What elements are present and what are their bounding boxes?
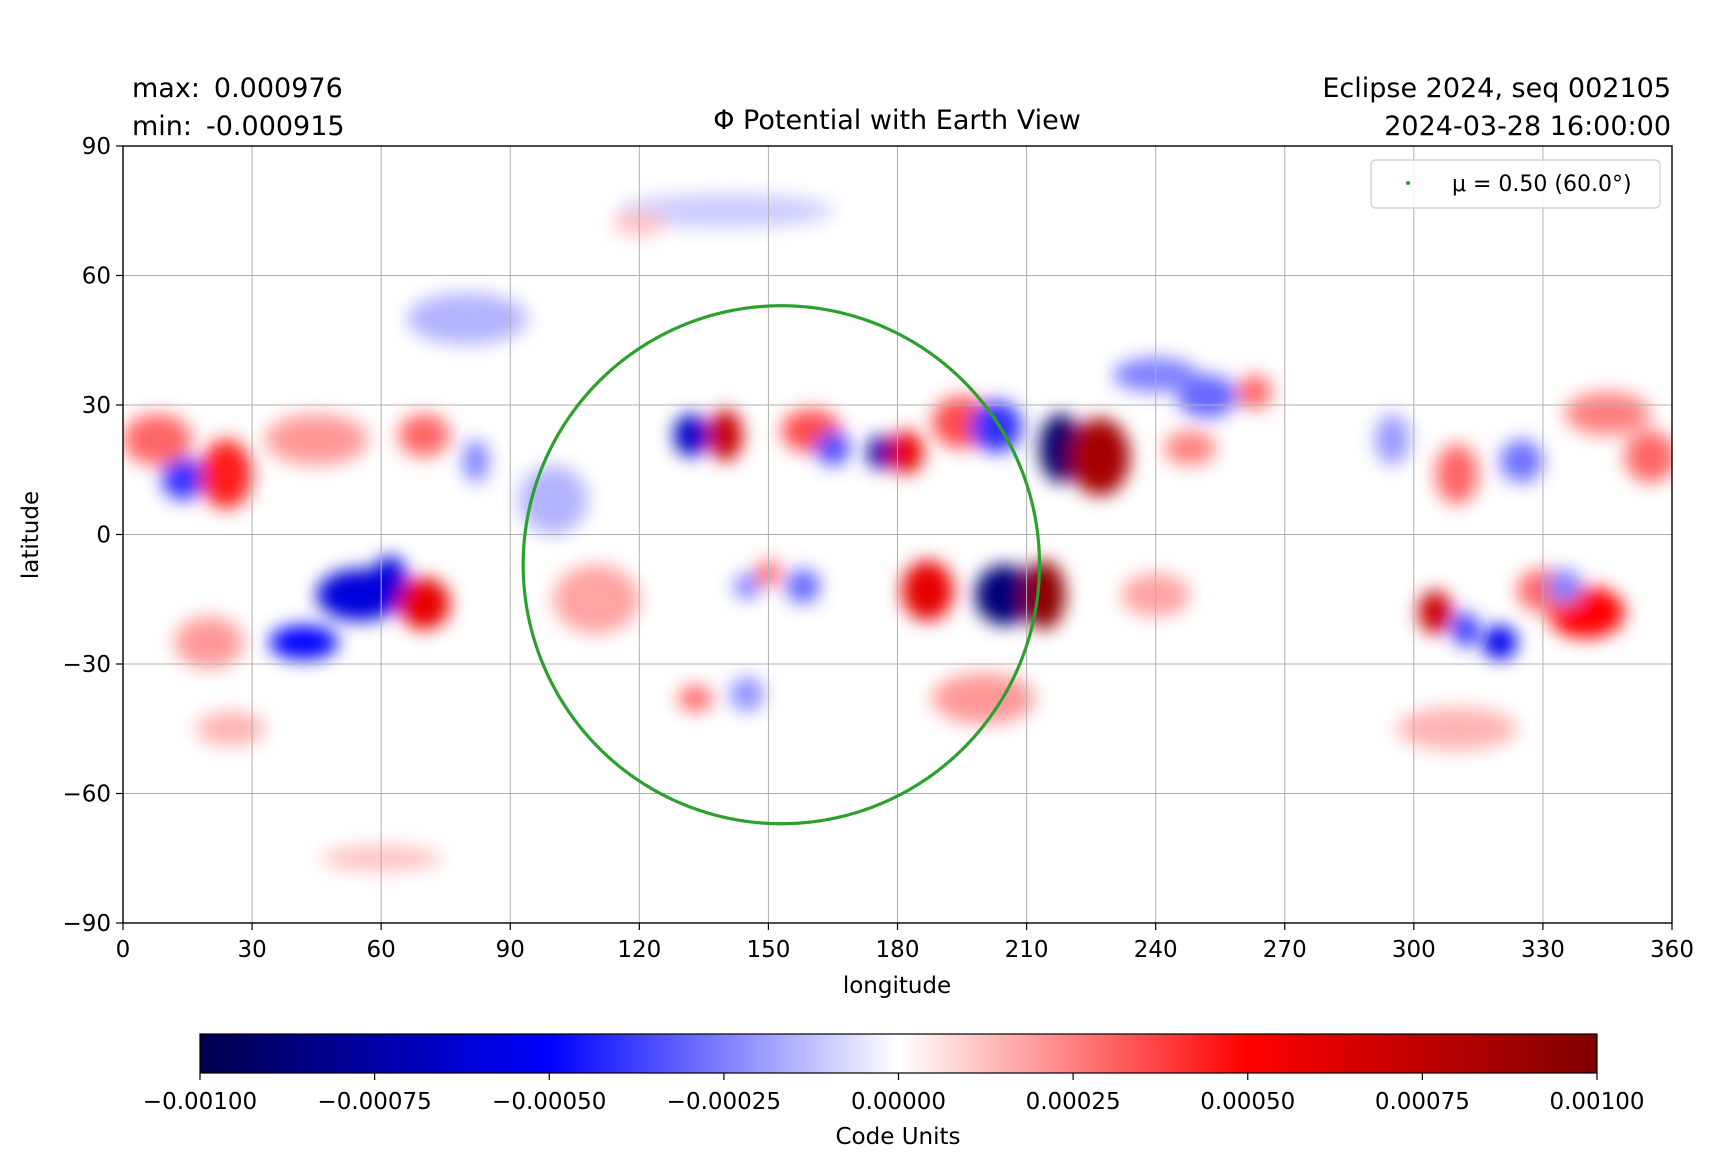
x-tick-label-1: 30 bbox=[237, 937, 266, 963]
heatmap-region-51 bbox=[1396, 707, 1518, 751]
colorbar-tick-label-3: −0.00025 bbox=[667, 1089, 781, 1115]
x-tick-label-11: 330 bbox=[1521, 937, 1565, 963]
y-tick-label-2: −30 bbox=[62, 652, 111, 678]
x-tick-label-0: 0 bbox=[116, 937, 131, 963]
heatmap-region-3 bbox=[1022, 560, 1066, 630]
heatmap-region-47 bbox=[174, 616, 244, 669]
heatmap-region-43 bbox=[931, 672, 1036, 725]
heatmap-region-12 bbox=[970, 400, 1023, 453]
heatmap-region-1 bbox=[1069, 417, 1130, 496]
max-label: max: 0.000976 bbox=[132, 73, 343, 104]
heatmap-region-46 bbox=[518, 465, 588, 535]
colorbar-tick-label-6: 0.00050 bbox=[1200, 1089, 1295, 1115]
x-axis: 0 30 60 90 120 150 180 210 240 270 300 330 360 bbox=[116, 923, 1694, 963]
x-tick-label-4: 120 bbox=[617, 937, 661, 963]
heatmap-region-29 bbox=[1564, 392, 1651, 436]
colorbar-tick-label-2: −0.00050 bbox=[492, 1089, 606, 1115]
heatmap-region-41 bbox=[678, 685, 713, 712]
colorbar-tick-label-8: 0.00100 bbox=[1549, 1089, 1644, 1115]
heatmap-region-37 bbox=[1164, 430, 1216, 466]
y-tick-label-5: 60 bbox=[82, 264, 111, 290]
colorbar-tick-label-4: 0.00000 bbox=[851, 1089, 946, 1115]
run-label: Eclipse 2024, seq 002105 bbox=[1322, 73, 1671, 104]
heatmap-region-7 bbox=[708, 409, 743, 462]
legend-box bbox=[1370, 159, 1661, 209]
y-axis: −90 −60 −30 0 30 60 90 bbox=[62, 134, 123, 937]
heatmap-region-33 bbox=[1375, 413, 1410, 466]
heatmap-region-34 bbox=[1237, 374, 1272, 410]
heatmap-region-42 bbox=[729, 676, 765, 712]
colorbar-tick-label-5: 0.00025 bbox=[1026, 1089, 1121, 1115]
chart-title: Φ Potential with Earth View bbox=[713, 105, 1081, 136]
heatmap-region-6 bbox=[888, 430, 924, 475]
heatmap-region-10 bbox=[815, 430, 851, 466]
colorbar-gradient bbox=[199, 1033, 1598, 1074]
heatmap-region-48 bbox=[406, 292, 528, 345]
earth-view-series bbox=[521, 304, 1042, 826]
heatmap-region-24 bbox=[1482, 625, 1518, 660]
legend: μ = 0.50 (60.0°) bbox=[1370, 159, 1661, 209]
heatmap-region-45 bbox=[553, 564, 640, 634]
heatmap-region-17 bbox=[161, 456, 205, 500]
colorbar-ticks: −0.00100 −0.00075 −0.00050 −0.00025 0.00000 0… bbox=[143, 1073, 1645, 1115]
heatmap-region-2 bbox=[974, 564, 1036, 626]
heatmap-region-14 bbox=[269, 625, 339, 660]
heatmap-region-18 bbox=[200, 439, 253, 509]
heatmap-region-35 bbox=[1177, 374, 1238, 418]
heatmap-region-22 bbox=[462, 439, 489, 483]
x-tick-label-12: 360 bbox=[1650, 937, 1694, 963]
heatmap-region-16 bbox=[398, 577, 451, 630]
heatmap-region-28 bbox=[1547, 569, 1582, 604]
timestamp: 2024-03-28 16:00:00 bbox=[1384, 111, 1671, 142]
x-tick-label-2: 60 bbox=[367, 937, 396, 963]
heatmap-region-20 bbox=[264, 413, 369, 466]
colorbar-tick-label-0: −0.00100 bbox=[143, 1089, 257, 1115]
x-tick-label-8: 240 bbox=[1134, 937, 1178, 963]
heatmap-region-40 bbox=[733, 573, 760, 600]
colorbar-tick-label-1: −0.00075 bbox=[317, 1089, 431, 1115]
heatmap-region-25 bbox=[1452, 612, 1479, 647]
heatmap-layer bbox=[123, 193, 1672, 872]
heatmap-region-50 bbox=[196, 711, 265, 747]
x-tick-label-6: 180 bbox=[876, 937, 920, 963]
x-axis-label: longitude bbox=[843, 973, 951, 999]
heatmap-region-5 bbox=[867, 435, 894, 470]
x-tick-label-10: 300 bbox=[1392, 937, 1436, 963]
heatmap-region-32 bbox=[1624, 430, 1672, 483]
x-tick-label-3: 90 bbox=[496, 937, 525, 963]
grid-lines bbox=[123, 146, 1672, 923]
y-tick-label-6: 90 bbox=[82, 134, 111, 160]
heatmap-region-30 bbox=[1435, 443, 1479, 505]
heatmap-region-8 bbox=[673, 413, 709, 457]
colorbar-tick-label-7: 0.00075 bbox=[1375, 1089, 1470, 1115]
legend-entry: μ = 0.50 (60.0°) bbox=[1452, 172, 1632, 197]
heatmap-region-23 bbox=[1418, 590, 1453, 634]
series-point bbox=[1037, 565, 1042, 569]
y-axis-label: latitude bbox=[18, 491, 44, 579]
colorbar-label: Code Units bbox=[836, 1124, 961, 1150]
x-tick-label-7: 210 bbox=[1005, 937, 1049, 963]
colorbar: −0.00100 −0.00075 −0.00050 −0.00025 0.00000 0… bbox=[143, 1033, 1645, 1150]
x-tick-label-5: 150 bbox=[746, 937, 790, 963]
y-tick-label-4: 30 bbox=[82, 393, 111, 419]
heatmap-region-4 bbox=[901, 560, 954, 621]
heatmap-region-38 bbox=[785, 569, 821, 604]
heatmap-region-52 bbox=[617, 193, 833, 229]
y-tick-label-0: −90 bbox=[62, 911, 111, 937]
y-tick-label-1: −60 bbox=[62, 782, 111, 808]
x-tick-label-9: 270 bbox=[1263, 937, 1307, 963]
heatmap-region-31 bbox=[1499, 439, 1543, 483]
y-tick-label-3: 0 bbox=[96, 523, 111, 549]
heatmap-region-19 bbox=[123, 413, 192, 466]
min-label: min: -0.000915 bbox=[132, 111, 345, 142]
legend-marker bbox=[1406, 181, 1410, 185]
heatmap-region-21 bbox=[398, 413, 451, 457]
